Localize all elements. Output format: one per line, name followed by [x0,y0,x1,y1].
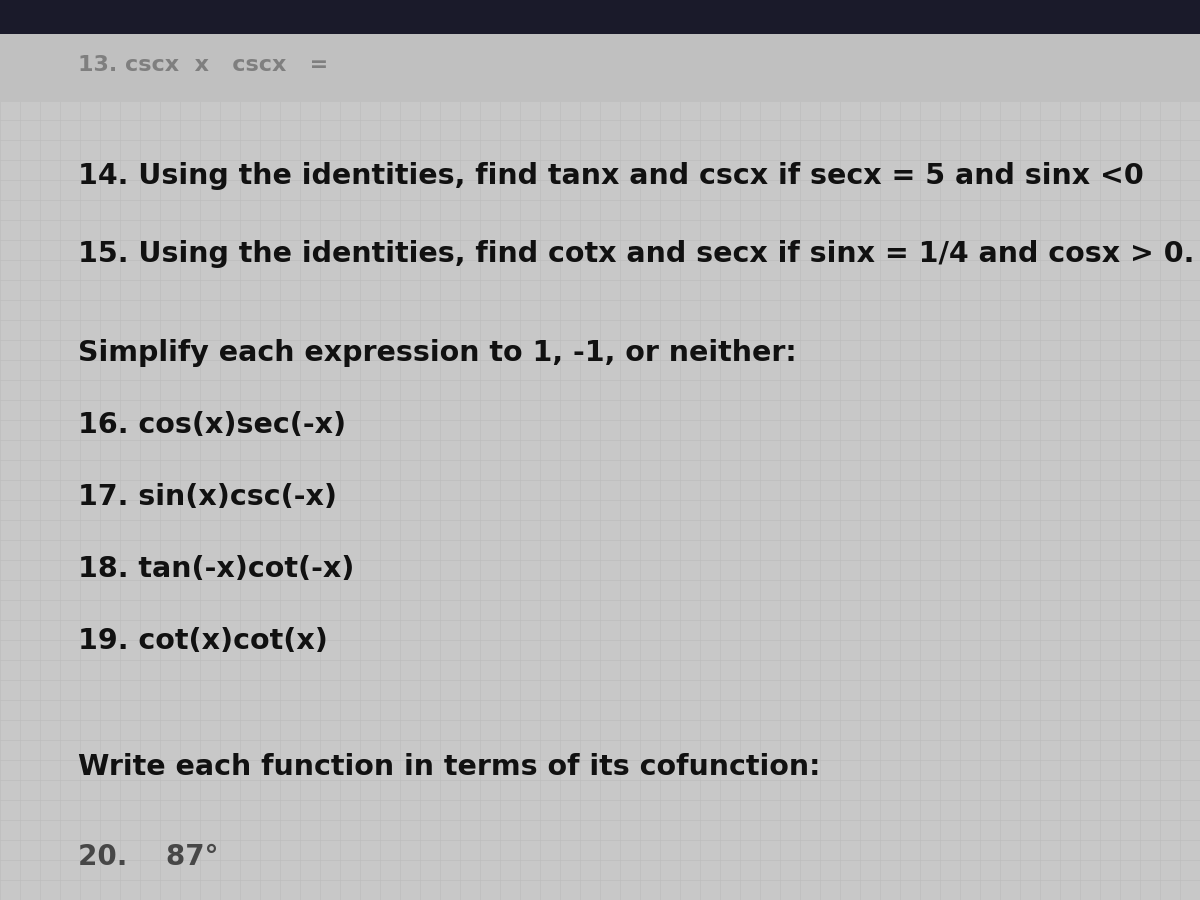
Text: 17. sin(x)csc(-x): 17. sin(x)csc(-x) [78,482,337,511]
FancyBboxPatch shape [0,34,1200,102]
FancyBboxPatch shape [0,0,1200,34]
Text: 16. cos(x)sec(-x): 16. cos(x)sec(-x) [78,410,346,439]
Text: 13. cscx  x   cscx   =: 13. cscx x cscx = [78,55,329,75]
Text: 15. Using the identities, find cotx and secx if sinx = 1/4 and cosx > 0.: 15. Using the identities, find cotx and … [78,239,1194,268]
Text: Simplify each expression to 1, -1, or neither:: Simplify each expression to 1, -1, or ne… [78,338,797,367]
Text: 20.    87°: 20. 87° [78,842,218,871]
Text: 18. tan(-x)cot(-x): 18. tan(-x)cot(-x) [78,554,354,583]
Text: 19. cot(x)cot(x): 19. cot(x)cot(x) [78,626,328,655]
Text: 14. Using the identities, find tanx and cscx if secx = 5 and sinx <0: 14. Using the identities, find tanx and … [78,161,1144,190]
Text: Write each function in terms of its cofunction:: Write each function in terms of its cofu… [78,752,821,781]
